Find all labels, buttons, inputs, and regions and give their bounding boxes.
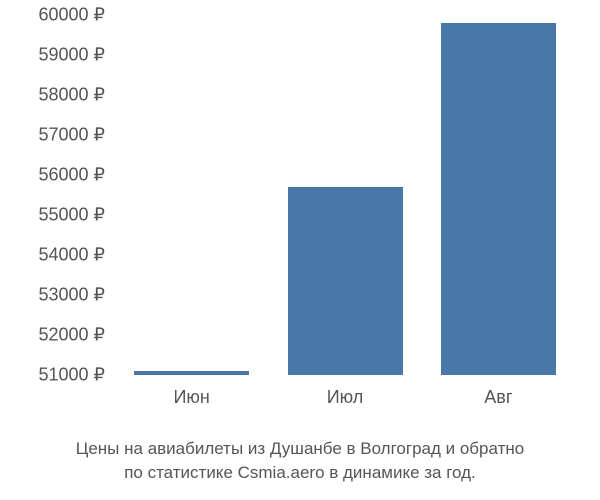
y-tick-label: 53000 ₽ [38, 285, 105, 306]
bar [441, 23, 556, 375]
caption-line-2: по статистике Csmia.aero в динамике за г… [124, 463, 476, 482]
x-axis: Июн Июл Авг [115, 385, 575, 415]
y-tick-label: 54000 ₽ [38, 245, 105, 266]
y-tick-label: 52000 ₽ [38, 325, 105, 346]
y-tick-label: 55000 ₽ [38, 205, 105, 226]
x-tick-label: Июн [173, 387, 209, 408]
price-chart: 51000 ₽ 52000 ₽ 53000 ₽ 54000 ₽ 55000 ₽ 56000… [15, 5, 585, 425]
y-tick-label: 60000 ₽ [38, 5, 105, 26]
plot-area [115, 15, 575, 375]
bar [288, 187, 403, 375]
bars-group [115, 15, 575, 375]
y-axis: 51000 ₽52000 ₽53000 ₽54000 ₽55000 ₽56000… [15, 15, 110, 375]
y-tick-label: 58000 ₽ [38, 85, 105, 106]
bar [134, 371, 249, 375]
x-tick-label: Июл [327, 387, 364, 408]
caption-line-1: Цены на авиабилеты из Душанбе в Волгогра… [76, 439, 524, 458]
chart-caption: Цены на авиабилеты из Душанбе в Волгогра… [0, 437, 600, 485]
y-tick-label: 56000 ₽ [38, 165, 105, 186]
y-tick-label: 51000 ₽ [38, 365, 105, 386]
y-tick-label: 57000 ₽ [38, 125, 105, 146]
y-tick-label: 59000 ₽ [38, 45, 105, 66]
x-tick-label: Авг [484, 387, 512, 408]
